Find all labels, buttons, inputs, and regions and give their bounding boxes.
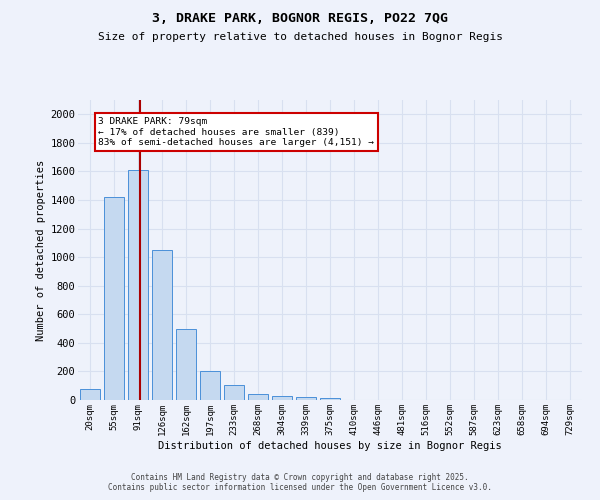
Text: 3 DRAKE PARK: 79sqm
← 17% of detached houses are smaller (839)
83% of semi-detac: 3 DRAKE PARK: 79sqm ← 17% of detached ho… <box>98 117 374 147</box>
Bar <box>176 330 196 400</box>
Bar <box>104 197 124 400</box>
Bar <box>152 250 172 400</box>
Text: 3, DRAKE PARK, BOGNOR REGIS, PO22 7QG: 3, DRAKE PARK, BOGNOR REGIS, PO22 7QG <box>152 12 448 26</box>
Y-axis label: Number of detached properties: Number of detached properties <box>36 160 46 340</box>
Bar <box>224 385 244 400</box>
Text: Contains HM Land Registry data © Crown copyright and database right 2025.
Contai: Contains HM Land Registry data © Crown c… <box>108 473 492 492</box>
Bar <box>272 396 292 400</box>
Bar <box>320 398 340 400</box>
Bar <box>200 370 220 400</box>
Text: Size of property relative to detached houses in Bognor Regis: Size of property relative to detached ho… <box>97 32 503 42</box>
Bar <box>248 394 268 400</box>
X-axis label: Distribution of detached houses by size in Bognor Regis: Distribution of detached houses by size … <box>158 440 502 450</box>
Bar <box>80 388 100 400</box>
Bar <box>128 170 148 400</box>
Bar <box>296 397 316 400</box>
